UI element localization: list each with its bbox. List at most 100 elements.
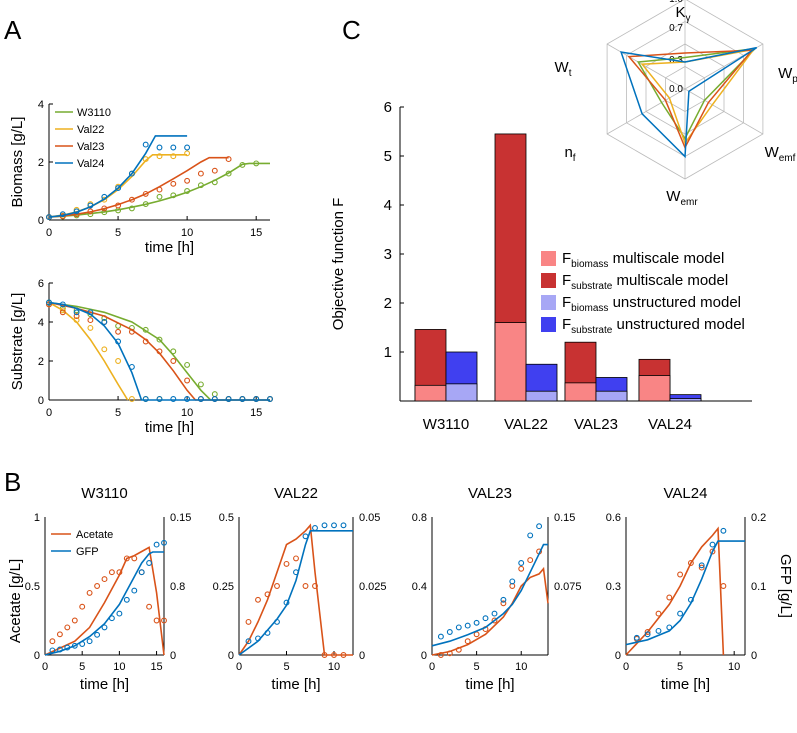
- radar-ring-label: 0.0: [669, 84, 683, 95]
- legend-f: F: [562, 272, 571, 289]
- gfp-point: [312, 525, 318, 531]
- data-point-val23: [128, 196, 135, 203]
- acetate-point: [153, 617, 160, 624]
- data-point-val24: [184, 396, 191, 402]
- y-tick-label: 3: [384, 246, 392, 263]
- data-point-val23: [46, 301, 52, 308]
- data-point-val22: [128, 396, 135, 402]
- gfp-line: [625, 540, 745, 646]
- acetate-point: [644, 629, 651, 635]
- data-point-val23: [184, 177, 191, 184]
- gfp-point: [161, 539, 167, 546]
- chart-title: VAL24: [664, 485, 708, 502]
- gfp-point: [340, 522, 347, 529]
- x-tick-label: 5: [677, 661, 683, 673]
- gfp-point: [264, 629, 271, 636]
- legend-label: Fbiomass multiscale model: [562, 250, 724, 270]
- acetate-point: [64, 624, 71, 631]
- data-point-val24: [59, 301, 66, 308]
- right-tick-label: 0.025: [359, 581, 387, 593]
- right-tick-label: 0.1: [751, 581, 766, 593]
- gfp-point: [255, 635, 261, 642]
- radar-spoke: [606, 88, 686, 135]
- gfp-point: [500, 596, 507, 603]
- radar-series-val23: [627, 49, 754, 150]
- right-tick-label: 0: [751, 650, 757, 662]
- gfp-point: [644, 631, 651, 638]
- data-point-val24: [170, 144, 177, 151]
- legend-f: F: [562, 294, 571, 311]
- data-point-w3110: [211, 179, 218, 186]
- y-tick-label: 2: [38, 157, 44, 169]
- bar-biomass-multiscale: [638, 375, 671, 402]
- bar-biomass-multiscale: [494, 322, 527, 402]
- data-point-val23: [115, 202, 122, 209]
- legend-label-val24: Val24: [77, 158, 104, 170]
- data-point-w3110: [142, 326, 149, 333]
- legend-label-w3110: W3110: [77, 107, 111, 119]
- bar-biomass-unstructured: [669, 398, 702, 402]
- left-tick-label: 0: [615, 650, 621, 662]
- legend-label-val23: Val23: [77, 141, 104, 153]
- data-point-val24: [156, 144, 163, 151]
- gfp-point: [666, 624, 673, 631]
- radar-axis-sub: emr: [680, 197, 698, 208]
- acetate-point: [108, 569, 115, 576]
- radar-axis-main: W: [778, 65, 793, 82]
- gfp-point: [101, 624, 108, 631]
- right-axis-label: GFP [g/L]: [777, 554, 794, 618]
- left-tick-label: 1: [34, 512, 40, 524]
- data-point-val24: [142, 396, 149, 402]
- data-point-val23: [170, 180, 177, 187]
- acetate-gfp-chart-val23: VAL23 0 5 10 0 0.4 0.8 0.075 0.15 time [h]: [412, 485, 582, 693]
- legend-label: Fsubstrate unstructured model: [562, 316, 745, 336]
- y-tick-label: 0: [38, 215, 44, 227]
- acetate-point: [274, 583, 280, 589]
- gfp-point: [71, 642, 78, 649]
- data-point-w3110: [197, 182, 204, 189]
- data-point-val23: [73, 313, 80, 320]
- radar-axis-label: Wt: [555, 59, 572, 79]
- series-line-val24: [48, 301, 270, 401]
- right-tick-label: 0.8: [170, 581, 185, 593]
- data-point-val23: [156, 348, 163, 355]
- gfp-point: [94, 631, 101, 638]
- legend-desc: unstructured model: [612, 316, 745, 333]
- legend-label: Fsubstrate multiscale model: [562, 272, 728, 292]
- acetate-point: [94, 583, 101, 589]
- objective-bar-chart: 1 2 3 4 5 6 Objective function F W3110 VAL22 VAL2…: [330, 99, 752, 433]
- gfp-point: [518, 560, 525, 566]
- gfp-line: [431, 543, 548, 647]
- substrate-chart: 0 5 10 15 0 2 4 6 time [h] Substrate [g/L]: [9, 278, 273, 436]
- acetate-point: [255, 596, 261, 603]
- data-point-val24: [128, 170, 135, 177]
- left-tick-label: 0.25: [213, 581, 234, 593]
- gfp-point: [302, 533, 309, 540]
- acetate-point: [321, 652, 328, 658]
- bar-biomass-multiscale: [564, 382, 597, 402]
- x-tick-label: 5: [79, 661, 85, 673]
- gfp-point: [464, 622, 471, 629]
- gfp-point: [446, 629, 453, 635]
- gfp-point: [64, 644, 71, 651]
- gfp-point: [116, 610, 123, 617]
- right-tick-label: 0.05: [359, 512, 380, 524]
- acetate-point: [677, 571, 684, 578]
- gfp-point: [79, 641, 86, 647]
- gfp-point: [108, 615, 115, 622]
- gfp-point: [536, 523, 543, 530]
- data-point-val22: [59, 307, 66, 314]
- x-tick-label: 0: [42, 661, 48, 673]
- y-axis-label: Objective function F: [330, 198, 347, 331]
- category-label: VAL23: [574, 416, 618, 433]
- acetate-point: [123, 555, 130, 562]
- legend-desc: unstructured model: [608, 294, 741, 311]
- acetate-point: [312, 583, 318, 589]
- radar-axis-sub: t: [569, 68, 572, 79]
- acetate-point: [518, 565, 525, 572]
- data-point-val24: [115, 338, 122, 345]
- radar-axis-main: K: [675, 4, 685, 21]
- x-tick-label: 5: [283, 661, 289, 673]
